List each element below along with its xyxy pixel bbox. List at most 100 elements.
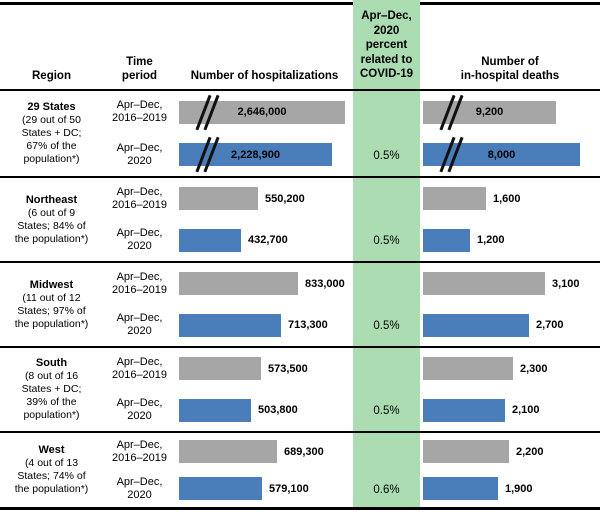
data-row: Apr–Dec, 2016–2019 833,000 3,100	[103, 263, 600, 305]
region-detail: (11 out of 12 States; 97% of the populat…	[14, 291, 89, 330]
bar-value-label: 2,100	[512, 404, 540, 417]
covid-percent-cell: 0.5%	[353, 146, 420, 164]
time-period-cell: Apr–Dec, 2016–2019	[111, 185, 168, 211]
bar-value-label: 2,300	[520, 362, 548, 375]
region-cell: 29 States (29 out of 50 States + DC; 67%…	[0, 91, 103, 176]
region-group-west: West (4 out of 13 States; 74% of the pop…	[0, 431, 600, 507]
deaths-cell: 2,700	[420, 313, 600, 337]
bar-value-label: 713,300	[288, 319, 328, 332]
bar-value-label: 1,200	[477, 234, 505, 247]
data-row: Apr–Dec, 2016–2019 689,300 2,200	[103, 433, 600, 470]
hospitalizations-cell: 432,700	[176, 228, 353, 252]
header-deaths: Number of in-hospital deaths	[460, 56, 560, 82]
group-rows: Apr–Dec, 2016–2019 573,500 2,300 Apr–Dec…	[103, 348, 600, 431]
hospitalizations-cell: 550,200	[176, 187, 353, 211]
deaths-cell: 2,200	[420, 440, 600, 463]
covid-percent-value: 0.5%	[373, 235, 400, 248]
deaths-bar-2020	[423, 228, 470, 252]
hospitalizations-bar-2020	[179, 398, 251, 422]
hospitalizations-bar-baseline	[179, 187, 258, 211]
bar-value-label: 2,646,000	[237, 106, 287, 119]
region-detail: (4 out of 13 States; 74% of the populati…	[14, 457, 89, 495]
bar-value-label: 432,700	[248, 234, 288, 247]
deaths-cell: 2,300	[420, 357, 600, 381]
header-hospitalizations: Number of hospitalizations	[190, 70, 339, 82]
hospitalizations-bar-2020	[179, 228, 241, 252]
hospitalizations-cell: 2,228,900	[176, 137, 353, 173]
hospitalizations-cell: 579,100	[176, 477, 353, 500]
region-name: Midwest	[29, 278, 74, 291]
time-period-cell: Apr–Dec, 2020	[116, 227, 163, 253]
header-row: Region Time period Number of hospitaliza…	[0, 5, 600, 91]
time-period-cell: Apr–Dec, 2020	[116, 475, 163, 501]
time-period-cell: Apr–Dec, 2016–2019	[111, 99, 168, 125]
region-cell: West (4 out of 13 States; 74% of the pop…	[0, 433, 103, 507]
deaths-bar-baseline	[423, 272, 545, 296]
bar-value-label: 503,800	[258, 404, 298, 417]
deaths-bar-2020	[423, 398, 505, 422]
deaths-cell: 2,100	[420, 398, 600, 422]
bar-value-label: 9,200	[475, 106, 504, 119]
region-group-midwest: Midwest (11 out of 12 States; 97% of the…	[0, 261, 600, 346]
header-time-period: Time period	[121, 56, 158, 82]
group-rows: Apr–Dec, 2016–2019 550,200 1,600 Apr–Dec…	[103, 178, 600, 261]
bar-value-label: 550,200	[265, 192, 305, 205]
covid-percent-value: 0.5%	[373, 320, 400, 333]
axis-break-icon	[195, 136, 220, 173]
data-row: Apr–Dec, 2016–2019 550,200 1,600	[103, 178, 600, 220]
group-rows: Apr–Dec, 2016–2019 833,000 3,100 Apr–Dec…	[103, 263, 600, 346]
deaths-cell: 9,200	[420, 94, 600, 130]
covid-percent-cell: 0.5%	[353, 316, 420, 334]
region-group-south: South (8 out of 16 States + DC; 39% of t…	[0, 346, 600, 431]
bottom-border	[0, 507, 600, 510]
region-group-29-states: 29 States (29 out of 50 States + DC; 67%…	[0, 91, 600, 176]
deaths-bar-baseline	[423, 187, 486, 211]
covid-percent-cell: 0.5%	[353, 401, 420, 419]
region-name: Northeast	[25, 193, 78, 206]
data-row: Apr–Dec, 2016–2019 2,646,000 9,200	[103, 91, 600, 134]
deaths-bar-2020	[423, 477, 498, 500]
axis-break-icon	[195, 94, 220, 131]
time-period-cell: Apr–Dec, 2020	[116, 397, 163, 423]
axis-break-icon	[439, 94, 464, 131]
bar-value-label: 689,300	[284, 445, 324, 458]
deaths-bar-baseline	[423, 357, 513, 381]
hospitalizations-bar-2020	[179, 477, 262, 500]
time-period-cell: Apr–Dec, 2016–2019	[111, 355, 168, 381]
top-border-left	[0, 2, 353, 5]
group-rows: Apr–Dec, 2016–2019 689,300 2,200 Apr–Dec…	[103, 433, 600, 507]
hospitalizations-bar-2020: 2,228,900	[179, 137, 332, 173]
deaths-cell: 1,200	[420, 228, 600, 252]
hospitalizations-cell: 689,300	[176, 440, 353, 463]
covid-column-highlight	[353, 0, 420, 509]
region-group-northeast: Northeast (6 out of 9 States; 84% of the…	[0, 176, 600, 261]
bar-value-label: 833,000	[305, 277, 345, 290]
time-period-cell: Apr–Dec, 2016–2019	[111, 270, 168, 296]
hospitalizations-bar-baseline	[179, 272, 298, 296]
group-rows: Apr–Dec, 2016–2019 2,646,000 9,200	[103, 91, 600, 176]
bar-value-label: 2,700	[536, 319, 564, 332]
deaths-bar-2020: 8,000	[423, 137, 580, 173]
header-covid-percent: Apr–Dec, 2020 percent related to COVID-1…	[359, 10, 414, 80]
deaths-bar-baseline	[423, 440, 509, 463]
axis-break-icon	[439, 136, 464, 173]
region-cell: South (8 out of 16 States + DC; 39% of t…	[0, 348, 103, 431]
hospitalizations-bar-baseline: 2,646,000	[179, 94, 345, 130]
data-row: Apr–Dec, 2020 579,100 0.6% 1,900	[103, 470, 600, 507]
data-row: Apr–Dec, 2020 713,300 0.5% 2,700	[103, 305, 600, 347]
time-period-cell: Apr–Dec, 2016–2019	[111, 438, 168, 464]
hospitalizations-cell: 2,646,000	[176, 94, 353, 130]
data-row: Apr–Dec, 2020 2,228,900 0.5% 8,000	[103, 134, 600, 177]
covid-percent-value: 0.5%	[373, 149, 400, 162]
covid-percent-value: 0.5%	[373, 405, 400, 418]
top-border-right	[420, 2, 600, 5]
bar-value-label: 3,100	[552, 277, 580, 290]
covid-percent-value: 0.6%	[373, 483, 400, 496]
region-detail: (8 out of 16 States + DC; 39% of the pop…	[21, 370, 82, 421]
bar-value-label: 579,100	[269, 482, 309, 495]
hospitalizations-bar-baseline	[179, 440, 277, 463]
bar-value-label: 2,228,900	[231, 148, 280, 161]
data-row: Apr–Dec, 2016–2019 573,500 2,300	[103, 348, 600, 390]
deaths-cell: 3,100	[420, 272, 600, 296]
